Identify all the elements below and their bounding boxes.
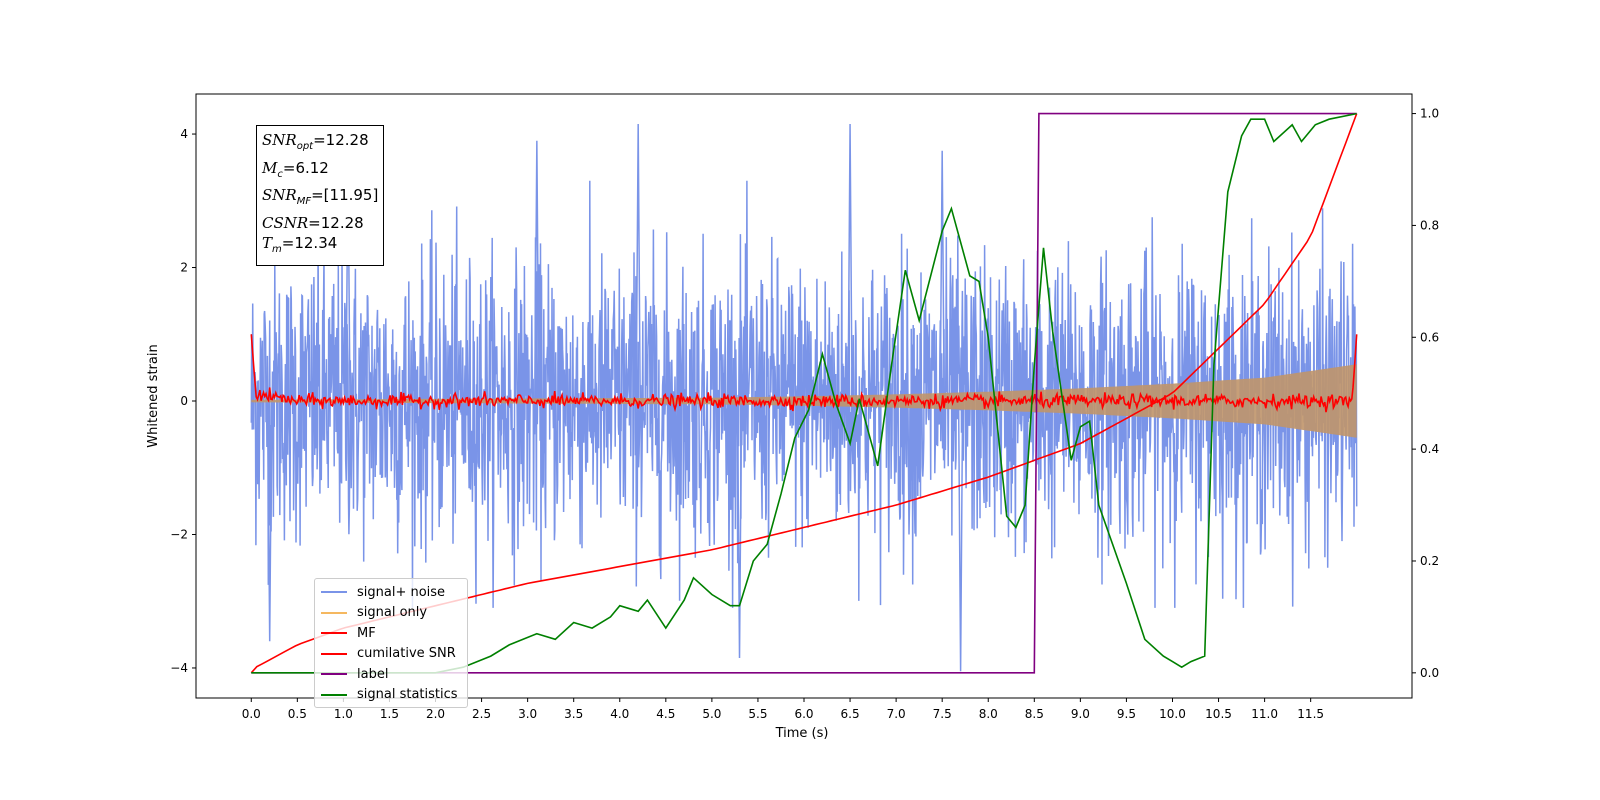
x-tick-label: 1.5 [380,707,399,721]
x-tick-label: 8.0 [979,707,998,721]
x-tick-label: 5.0 [702,707,721,721]
annotation-mc: Mc=6.12 [262,158,329,180]
legend-item-label: label [315,664,467,685]
series-mf [250,334,1358,413]
y-right-tick-label: 0.2 [1420,554,1439,568]
y-left-tick-label: 0 [180,394,188,408]
signal-noise-peak-3 [847,124,853,402]
y-left-tick-label: −4 [170,661,188,675]
legend-label: label [357,666,389,682]
annotation-tm: Tm=12.34 [262,234,338,255]
legend-swatch [321,611,347,614]
legend-swatch [321,652,347,655]
x-tick-label: 1.0 [334,707,353,721]
x-tick-label: 4.0 [610,707,629,721]
y-right-tick-label: 0.8 [1420,218,1439,232]
signal-noise-peak-5 [957,401,964,672]
x-tick-label: 9.5 [1117,707,1136,721]
x-tick-label: 10.0 [1159,707,1186,721]
x-tick-label: 2.5 [472,707,491,721]
x-tick-label: 3.5 [564,707,583,721]
legend-item-mf: MF [315,623,467,644]
legend-item-signal-only: signal only [315,603,467,624]
x-axis-label: Time (s) [775,726,829,741]
x-tick-label: 5.5 [748,707,767,721]
legend-label: cumilative SNR [357,646,456,662]
x-tick-label: 11.5 [1297,707,1324,721]
legend-label: signal only [357,605,428,621]
y-left-tick-label: 2 [180,261,188,275]
x-tick-label: 4.5 [656,707,675,721]
annotation-snr-mf: SNRMF=[11.95] [262,186,379,207]
annotation-csnr: CSNR=12.28 [262,213,364,232]
signal-noise-peak-6 [736,401,743,658]
x-tick-label: 11.0 [1251,707,1278,721]
legend-item-cumulative-snr: cumilative SNR [315,644,467,665]
x-tick-label: 0.5 [288,707,307,721]
legend-label: signal statistics [357,687,458,703]
y-right-tick-label: 0.6 [1420,330,1439,344]
x-tick-label: 3.0 [518,707,537,721]
annotation-box: SNRopt=12.28 Mc=6.12 SNRMF=[11.95] CSNR=… [256,125,385,266]
x-tick-label: 7.0 [887,707,906,721]
signal-noise-peak-1 [534,140,540,402]
x-tick-label: 0.0 [242,707,261,721]
legend-item-signal-statistics: signal statistics [315,685,467,706]
x-tick-label: 2.0 [426,707,445,721]
y-left-tick-label: 4 [180,127,188,141]
y-right-tick-label: 0.4 [1420,442,1439,456]
legend-item-signal-noise: signal+ noise [315,582,467,603]
x-tick-label: 8.5 [1025,707,1044,721]
y-right-tick-label: 0.0 [1420,666,1439,680]
series-label [251,112,1357,674]
annotation-snr-opt: SNRopt=12.28 [262,131,369,152]
y-right-tick-label: 1.0 [1420,107,1439,121]
x-tick-label: 10.5 [1205,707,1232,721]
legend-swatch [321,632,347,635]
legend-swatch [321,673,347,676]
y-axis-label: Whitened strain [146,344,161,447]
series-signal-statistics [251,112,1357,674]
legend: signal+ noise signal only MF cumilative … [314,578,468,708]
x-tick-label: 9.0 [1071,707,1090,721]
x-tick-label: 6.0 [794,707,813,721]
legend-label: signal+ noise [357,584,446,600]
signal-noise-peak-4 [939,150,945,402]
x-tick-label: 6.5 [841,707,860,721]
signal-noise-peak-2 [635,124,641,402]
legend-swatch [321,693,347,696]
y-left-tick-label: −2 [170,527,188,541]
x-tick-label: 7.5 [933,707,952,721]
legend-swatch [321,591,347,594]
legend-label: MF [357,625,376,641]
